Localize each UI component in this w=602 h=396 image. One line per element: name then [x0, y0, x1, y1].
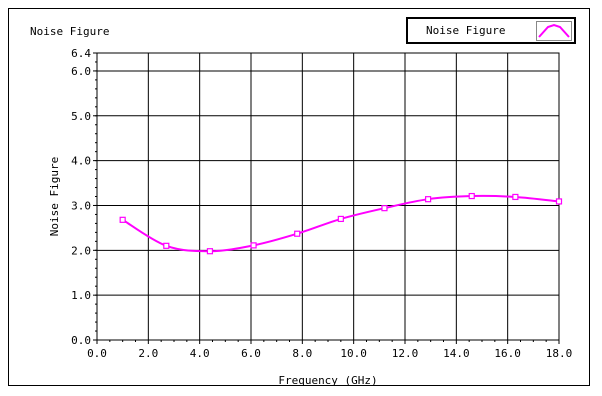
data-point-marker: [206, 248, 214, 255]
x-tick-label: 0.0: [87, 347, 107, 360]
data-point-marker: [512, 193, 519, 201]
x-tick-label: 16.0: [494, 347, 521, 360]
x-tick-label: 14.0: [443, 347, 470, 360]
y-tick-label: 5.0: [71, 110, 91, 123]
y-tick-label: 2.0: [71, 244, 91, 257]
data-point-marker: [119, 216, 126, 223]
data-point-marker: [468, 192, 475, 200]
x-tick-label: 8.0: [292, 347, 312, 360]
x-tick-label: 4.0: [190, 347, 210, 360]
data-point-marker: [294, 230, 301, 237]
data-point-marker: [555, 198, 563, 205]
y-tick-label: 6.4: [71, 47, 91, 60]
x-tick-label: 2.0: [138, 347, 158, 360]
x-axis-label: Frequency (GHz): [278, 374, 377, 387]
chart-title: Noise Figure: [30, 25, 110, 38]
legend-swatch-icon: [536, 21, 572, 41]
legend-entry-label: Noise Figure: [426, 24, 506, 37]
x-tick-label: 10.0: [340, 347, 367, 360]
y-tick-label: 4.0: [71, 155, 91, 168]
data-point-marker: [425, 196, 432, 203]
x-tick-label: 12.0: [392, 347, 419, 360]
y-tick-label: 3.0: [71, 199, 91, 212]
y-tick-label: 0.0: [71, 334, 91, 347]
data-point-marker: [337, 215, 344, 223]
y-axis-label: Noise Figure: [48, 157, 61, 236]
legend: Noise Figure: [406, 17, 576, 44]
x-tick-label: 6.0: [241, 347, 261, 360]
y-tick-label: 6.0: [71, 65, 91, 78]
x-tick-label: 18.0: [546, 347, 573, 360]
data-point-marker: [250, 242, 257, 249]
data-point-marker: [381, 205, 388, 212]
data-point-marker: [163, 242, 170, 249]
y-tick-label: 1.0: [71, 289, 91, 302]
